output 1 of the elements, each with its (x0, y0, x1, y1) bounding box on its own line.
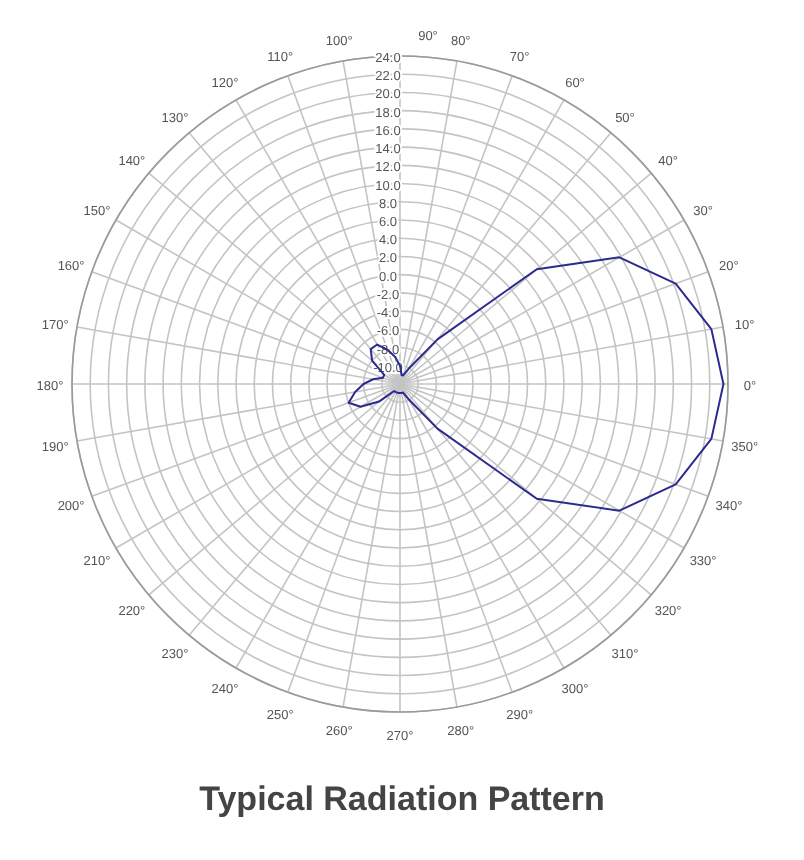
text: Typical Radiation Pattern (199, 780, 605, 818)
